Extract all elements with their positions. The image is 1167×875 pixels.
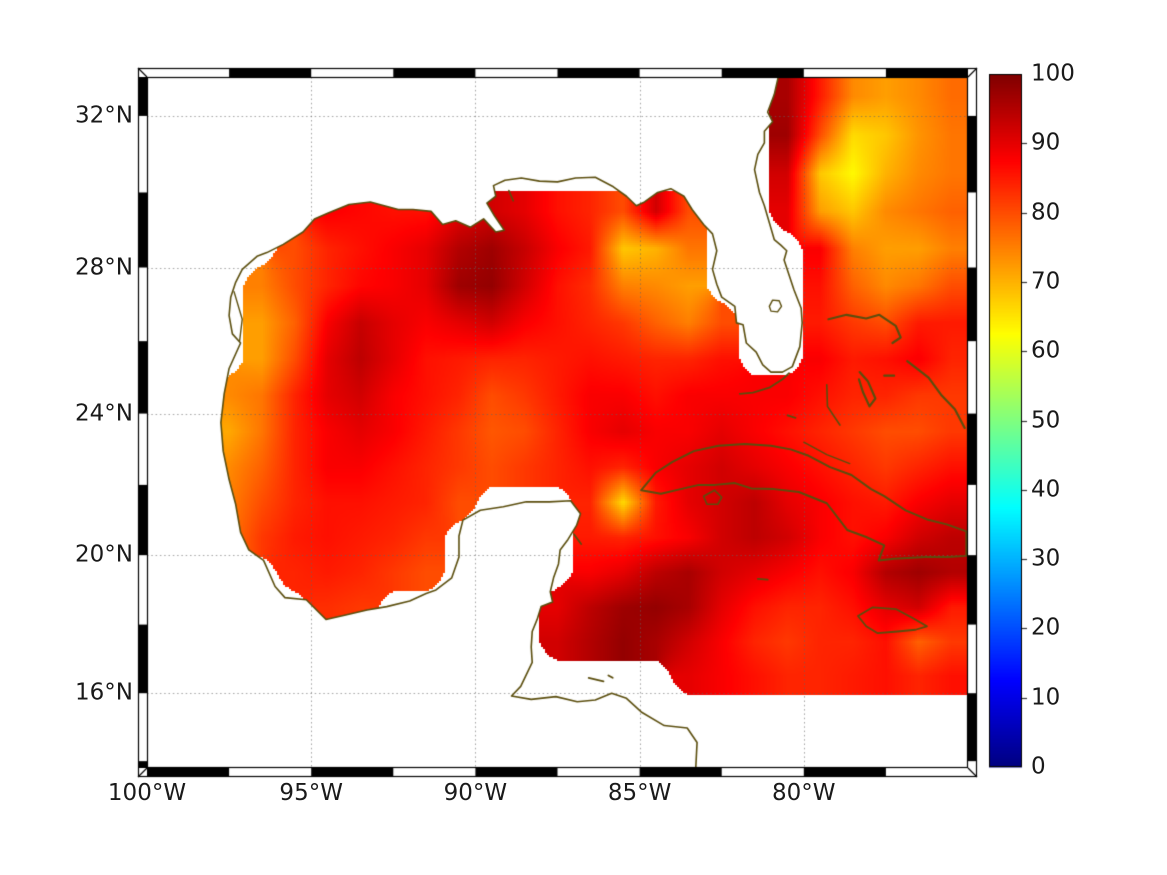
map-canvas xyxy=(0,0,1167,875)
figure-root: 32°N 28°N 24°N 20°N 16°N 100°W 95°W 90°W 85°W 80°… xyxy=(0,0,1167,875)
